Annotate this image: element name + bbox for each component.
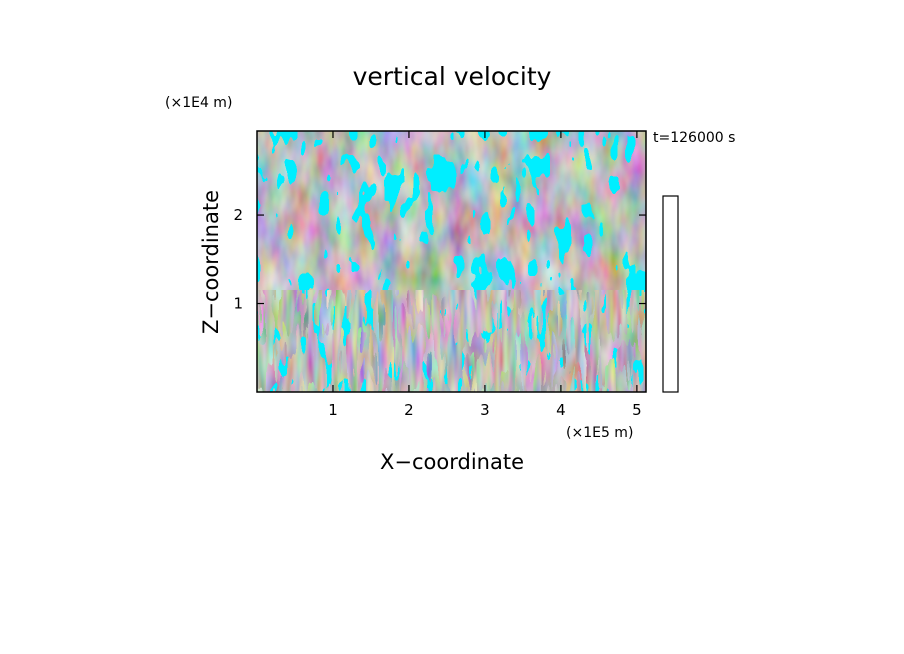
time-label: t=126000 s — [653, 130, 735, 146]
colorbar-tick-label: −2 — [686, 0, 707, 4]
chart-title: vertical velocity — [353, 62, 552, 91]
x-tick-label: 1 — [328, 401, 338, 419]
y-axis-ticks: 12 — [233, 206, 646, 313]
y-axis-label: Z−coordinate — [199, 190, 223, 334]
colorbar-frame — [662, 195, 679, 393]
x-unit-label: (×1E5 m) — [566, 425, 633, 441]
y-tick-label: 2 — [233, 206, 243, 224]
positive-streaks — [257, 290, 646, 392]
colorbar-tick-label: 1 — [686, 0, 695, 4]
colorbar-tick-label: 6 — [686, 0, 695, 4]
x-axis-label: X−coordinate — [380, 450, 524, 474]
x-tick-label: 5 — [632, 401, 642, 419]
x-axis-ticks: 1 2 3 4 5 — [328, 131, 642, 419]
colorbar: 1561−2−9 — [662, 0, 707, 393]
colorbar-tick-label: 15 — [686, 0, 704, 4]
plot-frame — [256, 130, 647, 393]
contour-field — [257, 131, 646, 392]
x-tick-label: 2 — [404, 401, 414, 419]
y-unit-label: (×1E4 m) — [165, 95, 232, 111]
x-tick-label: 4 — [556, 401, 566, 419]
y-tick-label: 1 — [233, 295, 243, 313]
colorbar-tick-label: −9 — [686, 0, 707, 4]
x-tick-label: 3 — [480, 401, 490, 419]
